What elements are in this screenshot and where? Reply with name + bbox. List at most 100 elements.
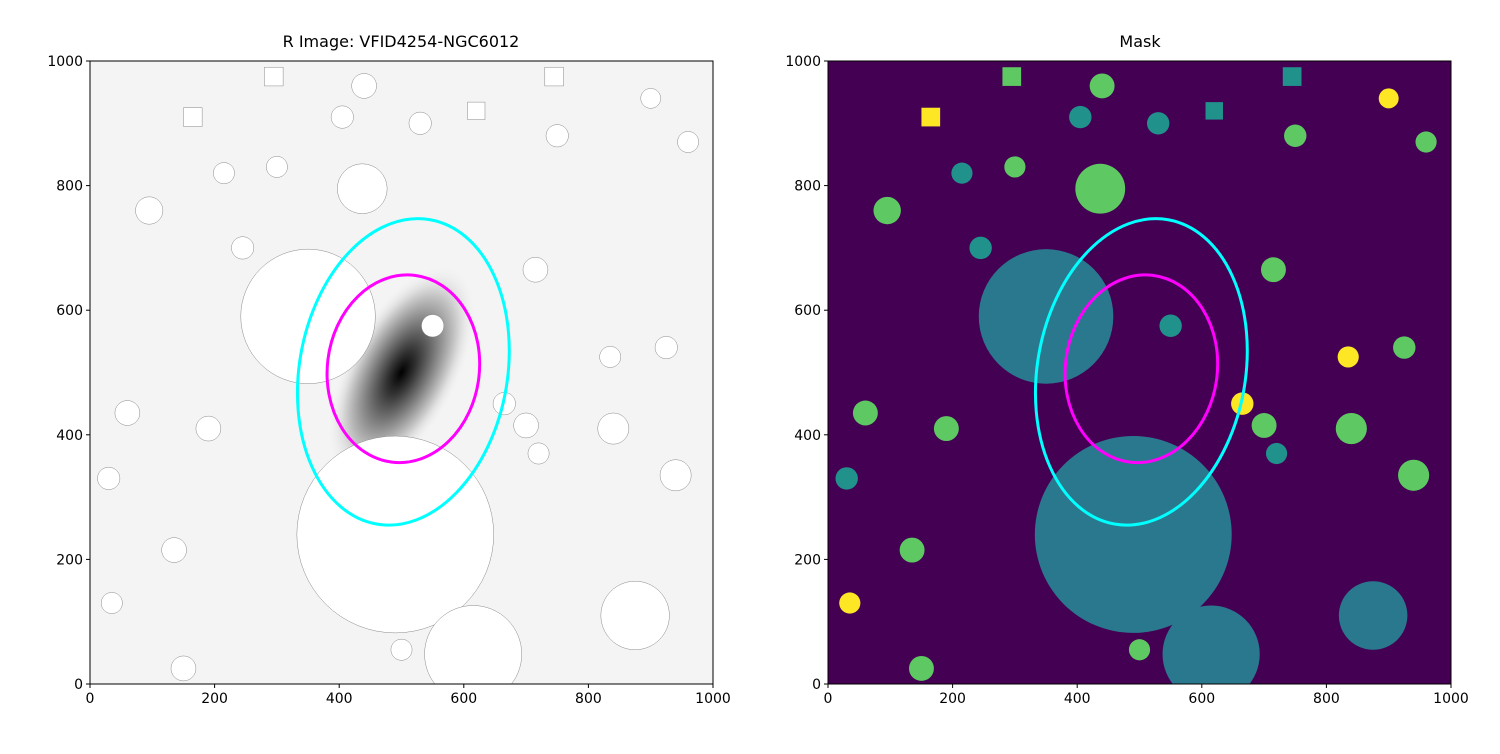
x-tick-label: 600	[1188, 691, 1215, 707]
x-tick-label: 400	[1064, 691, 1091, 707]
mask-region	[1378, 88, 1399, 109]
axes-frame	[827, 60, 1452, 685]
masked-source	[240, 248, 376, 384]
y-tick-label: 0	[812, 677, 821, 693]
r-image-title: R Image: VFID4254-NGC6012	[283, 32, 520, 51]
y-tick-label: 200	[794, 552, 821, 568]
masked-source	[161, 537, 187, 563]
x-tick-label: 1000	[1433, 691, 1469, 707]
masked-source	[195, 415, 222, 442]
y-tick-label: 800	[56, 179, 83, 195]
masked-source	[100, 592, 123, 614]
mask-region	[951, 162, 973, 184]
masked-source	[545, 124, 569, 148]
masked-source	[597, 412, 630, 445]
masked-source	[330, 105, 354, 129]
masked-source	[170, 655, 197, 682]
mask-region	[1002, 67, 1022, 86]
mask-region	[1335, 412, 1367, 445]
mask-region	[1075, 163, 1126, 214]
mask-region	[873, 196, 901, 225]
mask-region	[908, 655, 934, 681]
mask-region	[1034, 436, 1232, 633]
masked-source	[296, 435, 494, 634]
mask-region	[1415, 131, 1437, 153]
mask-region	[1128, 639, 1151, 661]
masked-source	[659, 459, 692, 492]
mask-region	[1337, 346, 1359, 368]
mask-region	[1159, 314, 1182, 337]
y-tick-label: 0	[74, 677, 83, 693]
masked-source	[599, 346, 622, 368]
inner-ellipse	[1063, 273, 1220, 465]
masked-source	[114, 400, 141, 426]
masked-source	[266, 156, 288, 178]
x-tick-label: 200	[201, 691, 228, 707]
y-tick-label: 1000	[785, 54, 821, 70]
y-tick-label: 400	[794, 428, 821, 444]
outer-ellipse	[295, 217, 511, 527]
mask-title: Mask	[1119, 32, 1161, 51]
outer-ellipse	[1033, 217, 1249, 527]
mask-region	[1089, 73, 1115, 99]
mask-region	[1265, 442, 1288, 465]
y-tick-label: 800	[794, 179, 821, 195]
mask-panel: 0 200 400 600 800 1000 0 200 400 600 800 1000	[785, 54, 1468, 707]
mask-region	[1398, 459, 1430, 491]
masked-source	[600, 580, 670, 650]
inner-ellipse	[325, 273, 482, 465]
y-tick-label: 600	[56, 303, 83, 319]
mask-region	[978, 249, 1114, 384]
masked-source	[213, 162, 235, 184]
mask-region	[1162, 605, 1260, 684]
masked-source	[183, 107, 203, 127]
mask-region	[921, 107, 941, 127]
masked-source	[408, 111, 432, 135]
y-tick-label: 200	[56, 552, 83, 568]
mask-region	[1260, 257, 1286, 283]
mask-region	[1393, 336, 1416, 359]
masked-source	[351, 73, 377, 99]
masked-source	[513, 412, 539, 439]
masked-source	[424, 605, 522, 684]
y-tick-label: 1000	[47, 54, 83, 70]
x-tick-label: 1000	[695, 691, 731, 707]
mask-region	[1146, 112, 1170, 135]
masked-source	[264, 66, 284, 87]
x-tick-label: 600	[450, 691, 477, 707]
masked-source	[522, 256, 549, 283]
mask-region	[839, 592, 861, 614]
mask-region	[1004, 156, 1026, 178]
mask-region	[969, 236, 992, 260]
masked-source	[677, 131, 699, 153]
masked-source	[527, 442, 550, 465]
masked-source	[467, 101, 486, 120]
masked-source	[97, 466, 121, 490]
masked-source	[544, 66, 564, 87]
x-tick-label: 0	[86, 691, 95, 707]
r-image-panel: 0 200 400 600 800 1000 0 200 400 600 800 1000	[47, 54, 730, 707]
x-tick-label: 800	[575, 691, 602, 707]
x-tick-label: 0	[824, 691, 833, 707]
mask-region	[1205, 102, 1223, 120]
mask-region	[1338, 581, 1408, 650]
mask-region	[852, 400, 878, 426]
x-tick-label: 800	[1313, 691, 1340, 707]
mask-region	[1284, 124, 1307, 147]
x-tick-label: 200	[939, 691, 966, 707]
masked-source	[231, 236, 255, 260]
masked-source	[421, 314, 445, 338]
masked-source	[135, 196, 164, 225]
y-tick-label: 600	[794, 303, 821, 319]
mask-region	[1069, 105, 1092, 129]
axes-frame	[89, 60, 714, 685]
mask-region	[1251, 412, 1277, 438]
masked-source	[337, 163, 388, 214]
masked-source	[654, 336, 678, 360]
mask-region	[899, 537, 925, 563]
masked-source	[640, 88, 661, 109]
mask-region	[933, 416, 959, 442]
mask-region	[1282, 67, 1302, 86]
x-tick-label: 400	[326, 691, 353, 707]
